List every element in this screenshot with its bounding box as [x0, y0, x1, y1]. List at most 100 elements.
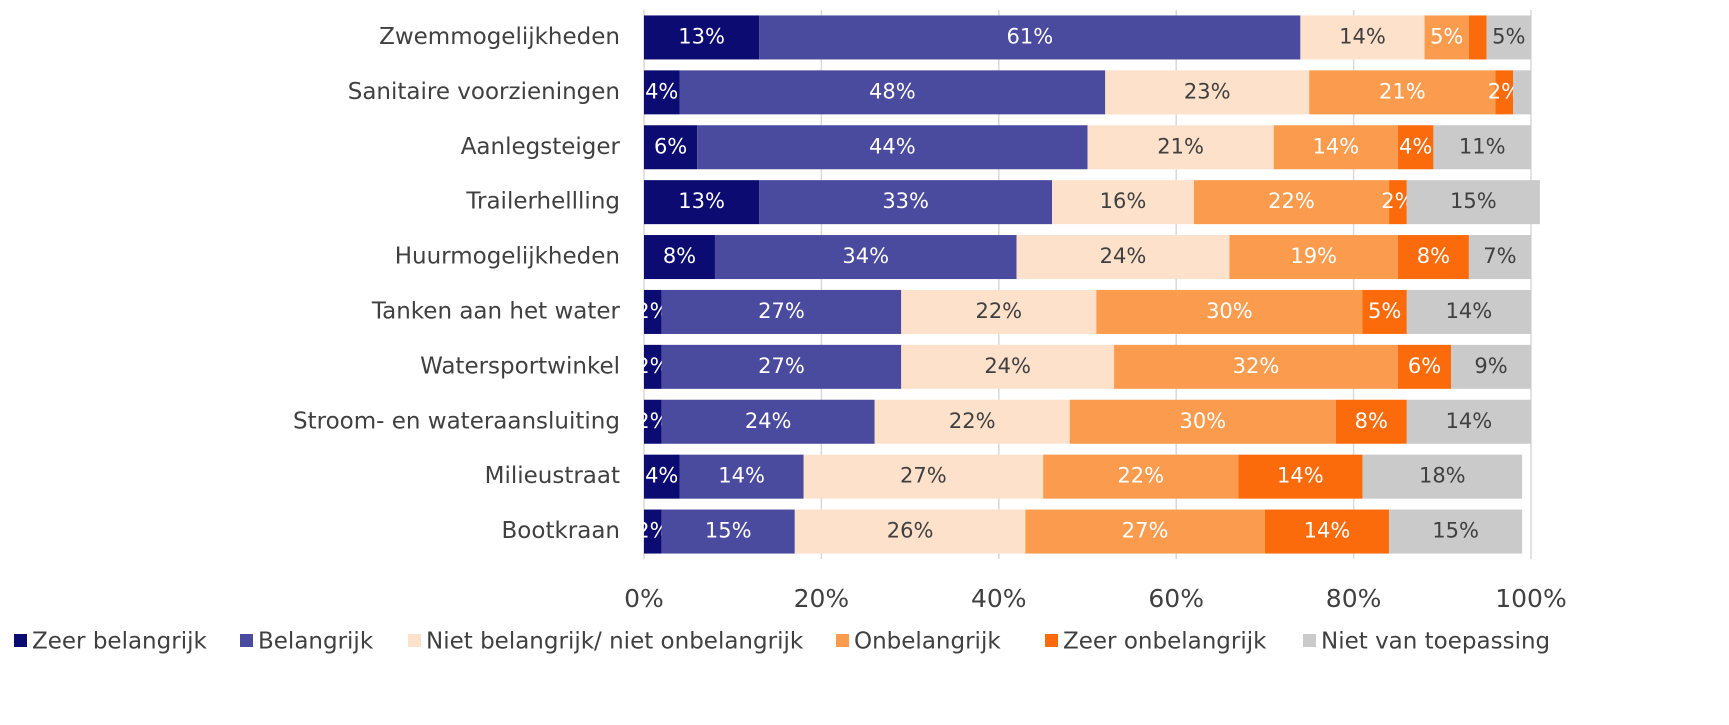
data-label: 19%: [1290, 244, 1337, 268]
legend-label: Niet belangrijk/ niet onbelangrijk: [426, 629, 804, 655]
bar-segment: [644, 454, 680, 499]
data-label: 11%: [1459, 134, 1506, 158]
data-label: 32%: [1233, 354, 1280, 378]
bar-segment: [644, 125, 698, 170]
legend-label: Niet van toepassing: [1321, 629, 1550, 655]
data-label: 22%: [975, 299, 1022, 323]
data-label: 18%: [1419, 464, 1466, 488]
bar-segment: [1273, 125, 1398, 170]
data-label: 4%: [1399, 134, 1432, 158]
bar-segment: [661, 289, 902, 334]
data-label: 21%: [1379, 79, 1426, 103]
bar-segment: [1495, 70, 1514, 115]
data-label: 4%: [645, 464, 678, 488]
category-label: Stroom- en wateraansluiting: [293, 408, 620, 434]
data-label: 9%: [1474, 354, 1507, 378]
data-label: 27%: [900, 464, 947, 488]
bar-segment: [1052, 180, 1194, 225]
bar-segment: [1406, 180, 1540, 225]
bar-segment: [794, 509, 1026, 554]
data-label: 14%: [1339, 24, 1386, 48]
bar-segment: [1043, 454, 1239, 499]
data-label: 15%: [705, 519, 752, 543]
category-label: Sanitaire voorzieningen: [348, 79, 620, 105]
x-tick-label: 0%: [624, 584, 664, 613]
x-tick-label: 80%: [1326, 584, 1382, 613]
bar-segment: [1069, 399, 1336, 444]
bar-segment: [644, 235, 715, 280]
bar-segment: [1300, 15, 1425, 60]
category-label: Bootkraan: [502, 518, 620, 544]
bar-segment: [1362, 454, 1523, 499]
x-tick-label: 40%: [971, 584, 1027, 613]
data-label: 7%: [1483, 244, 1516, 268]
category-label: Trailerhellling: [465, 189, 620, 215]
legend-swatch: [836, 634, 849, 647]
legend-label: Belangrijk: [258, 629, 374, 655]
category-label: Zwemmogelijkheden: [379, 24, 620, 50]
legend-label: Onbelangrijk: [854, 629, 1001, 655]
bar-segment: [1335, 399, 1407, 444]
bar-segment: [644, 399, 662, 444]
data-label: 61%: [1007, 24, 1054, 48]
data-label: 24%: [745, 409, 792, 433]
category-label: Aanlegsteiger: [461, 134, 621, 160]
bar-segment: [714, 235, 1017, 280]
data-label: 26%: [887, 519, 934, 543]
bar-segment: [1025, 509, 1265, 554]
x-tick-label: 60%: [1148, 584, 1204, 613]
data-label: 27%: [758, 299, 805, 323]
bar-segment: [1468, 235, 1531, 280]
data-label: 14%: [1446, 409, 1493, 433]
bar-segment: [803, 454, 1044, 499]
data-label: 27%: [758, 354, 805, 378]
data-label: 13%: [678, 24, 725, 48]
bar-segment: [644, 15, 760, 60]
data-label: 15%: [1450, 189, 1497, 213]
legend-label: Zeer onbelangrijk: [1063, 629, 1267, 655]
bar-segment: [1433, 125, 1531, 170]
bar-segment: [1193, 180, 1390, 225]
data-label: 6%: [654, 134, 687, 158]
bar-segment: [1397, 235, 1469, 280]
data-label: 34%: [842, 244, 889, 268]
category-label: Huurmogelijkheden: [395, 244, 620, 270]
bar-segment: [1264, 509, 1390, 554]
data-label: 15%: [1432, 519, 1479, 543]
bar-segment: [1397, 125, 1434, 170]
data-label: 27%: [1122, 519, 1169, 543]
data-label: 8%: [1355, 409, 1388, 433]
legend-swatch: [1045, 634, 1058, 647]
category-label: Tanken aan het water: [371, 298, 621, 324]
data-label: 14%: [718, 464, 765, 488]
bar-segment: [1397, 344, 1452, 389]
data-label: 22%: [1117, 464, 1164, 488]
bar-segment: [661, 344, 902, 389]
data-label: 22%: [949, 409, 996, 433]
bar-segment: [644, 509, 662, 554]
bar-segment: [1424, 15, 1469, 60]
bar-segment: [1229, 235, 1398, 280]
bar-segment: [679, 454, 804, 499]
bar-segment: [661, 399, 875, 444]
bar-segment: [1362, 289, 1407, 334]
legend-swatch: [408, 634, 421, 647]
data-label: 24%: [984, 354, 1031, 378]
bar-segment: [759, 15, 1301, 60]
data-label: 48%: [869, 79, 916, 103]
data-label: 21%: [1157, 134, 1204, 158]
data-label: 44%: [869, 134, 916, 158]
data-label: 30%: [1179, 409, 1226, 433]
data-label: 30%: [1206, 299, 1253, 323]
bar-segment: [901, 289, 1097, 334]
bar-segment: [661, 509, 795, 554]
bar-segment: [901, 344, 1115, 389]
legend-swatch: [240, 634, 253, 647]
bar-segment: [1114, 344, 1398, 389]
data-label: 22%: [1268, 189, 1315, 213]
data-label: 5%: [1430, 24, 1463, 48]
bar-segment: [644, 180, 760, 225]
data-label: 5%: [1492, 24, 1525, 48]
bar-segment: [644, 289, 662, 334]
